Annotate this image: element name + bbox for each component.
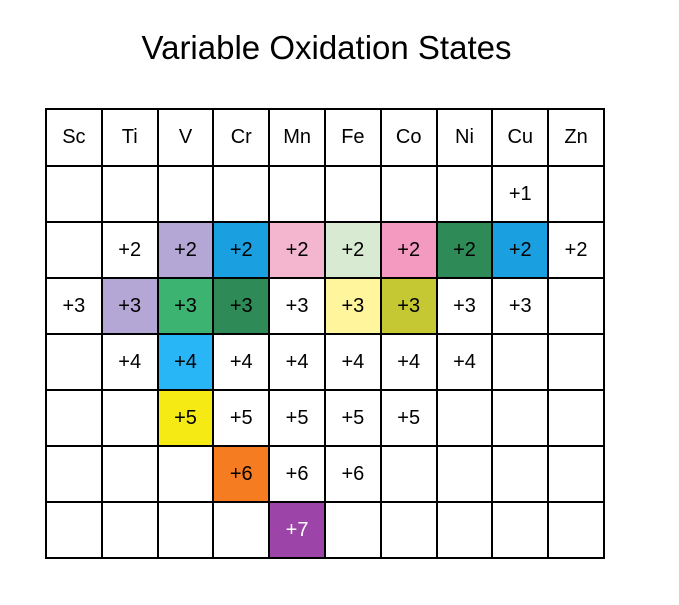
- state-cell-zn: [547, 445, 605, 503]
- state-cell-mn: +4: [268, 333, 326, 391]
- state-cell-co: +3: [379, 277, 438, 335]
- state-cell-ni: [435, 165, 494, 223]
- table-row: +6 +6 +6: [45, 445, 605, 503]
- state-cell-sc: [45, 445, 103, 503]
- state-cell-v: +4: [156, 333, 215, 391]
- element-header-mn: Mn: [268, 108, 326, 167]
- state-cell-fe: +6: [323, 445, 382, 503]
- state-cell-cr: [212, 501, 271, 559]
- table-row: +7: [45, 501, 605, 559]
- state-cell-zn: [547, 277, 605, 335]
- state-cell-co: [379, 165, 438, 223]
- state-cell-mn: +3: [268, 277, 326, 335]
- state-cell-ti: [100, 501, 159, 559]
- header-row: Sc Ti V Cr Mn Fe Co Ni Cu Zn: [45, 108, 605, 167]
- table-row: +4 +4 +4 +4 +4 +4 +4: [45, 333, 605, 391]
- state-cell-ni: +2: [435, 221, 494, 279]
- state-cell-ti: [100, 389, 159, 447]
- state-cell-ti: +3: [100, 277, 159, 335]
- state-cell-ti: [100, 165, 159, 223]
- table-row: +2 +2 +2 +2 +2 +2 +2 +2 +2: [45, 221, 605, 279]
- state-cell-ni: +3: [435, 277, 494, 335]
- element-header-fe: Fe: [323, 108, 382, 167]
- state-cell-cu: +3: [491, 277, 550, 335]
- state-cell-cu: [491, 389, 550, 447]
- state-cell-mn: +6: [268, 445, 326, 503]
- element-header-zn: Zn: [547, 108, 605, 167]
- state-cell-sc: [45, 389, 103, 447]
- page-title: Variable Oxidation States: [141, 29, 512, 66]
- state-cell-cr: +2: [212, 221, 271, 279]
- state-cell-cu: [491, 501, 550, 559]
- state-cell-ni: [435, 389, 494, 447]
- state-cell-mn: [268, 165, 326, 223]
- state-cell-cr: +6: [212, 445, 271, 503]
- state-cell-zn: [547, 501, 605, 559]
- state-cell-fe: +4: [323, 333, 382, 391]
- element-header-sc: Sc: [45, 108, 103, 167]
- state-cell-cr: +5: [212, 389, 271, 447]
- state-cell-cr: +3: [212, 277, 271, 335]
- state-cell-sc: +3: [45, 277, 103, 335]
- state-cell-sc: [45, 501, 103, 559]
- state-cell-v: [156, 501, 215, 559]
- state-cell-ni: +4: [435, 333, 494, 391]
- state-cell-cu: [491, 445, 550, 503]
- element-header-cu: Cu: [491, 108, 550, 167]
- element-header-co: Co: [379, 108, 438, 167]
- state-cell-ti: +4: [100, 333, 159, 391]
- element-header-v: V: [156, 108, 215, 167]
- state-cell-co: [379, 445, 438, 503]
- state-cell-fe: [323, 501, 382, 559]
- state-cell-ti: +2: [100, 221, 159, 279]
- state-cell-zn: +2: [547, 221, 605, 279]
- state-cell-v: [156, 165, 215, 223]
- state-cell-ni: [435, 445, 494, 503]
- state-cell-co: [379, 501, 438, 559]
- state-cell-zn: [547, 389, 605, 447]
- state-cell-mn: +5: [268, 389, 326, 447]
- state-cell-zn: [547, 165, 605, 223]
- state-cell-ni: [435, 501, 494, 559]
- table-row: +1: [45, 165, 605, 223]
- table-row: +3 +3 +3 +3 +3 +3 +3 +3 +3: [45, 277, 605, 335]
- state-cell-sc: [45, 221, 103, 279]
- state-cell-v: +3: [156, 277, 215, 335]
- element-header-cr: Cr: [212, 108, 271, 167]
- state-cell-cu: +2: [491, 221, 550, 279]
- table-row: +5 +5 +5 +5 +5: [45, 389, 605, 447]
- state-cell-co: +4: [379, 333, 438, 391]
- state-cell-cr: +4: [212, 333, 271, 391]
- state-cell-sc: [45, 333, 103, 391]
- state-cell-fe: +3: [323, 277, 382, 335]
- state-cell-cr: [212, 165, 271, 223]
- state-cell-co: +2: [379, 221, 438, 279]
- oxidation-states-table: Sc Ti V Cr Mn Fe Co Ni Cu Zn +1 +2 +2 +2 +2 +2 +2 +2 +2 +2 +…: [45, 108, 605, 559]
- state-cell-v: [156, 445, 215, 503]
- state-cell-fe: +5: [323, 389, 382, 447]
- state-cell-cu: +1: [491, 165, 550, 223]
- element-header-ti: Ti: [100, 108, 159, 167]
- state-cell-fe: [323, 165, 382, 223]
- state-cell-mn: +7: [268, 501, 326, 559]
- state-cell-sc: [45, 165, 103, 223]
- state-cell-cu: [491, 333, 550, 391]
- state-cell-ti: [100, 445, 159, 503]
- state-cell-co: +5: [379, 389, 438, 447]
- state-cell-fe: +2: [323, 221, 382, 279]
- state-cell-v: +2: [156, 221, 215, 279]
- state-cell-zn: [547, 333, 605, 391]
- state-cell-v: +5: [156, 389, 215, 447]
- state-cell-mn: +2: [268, 221, 326, 279]
- element-header-ni: Ni: [435, 108, 494, 167]
